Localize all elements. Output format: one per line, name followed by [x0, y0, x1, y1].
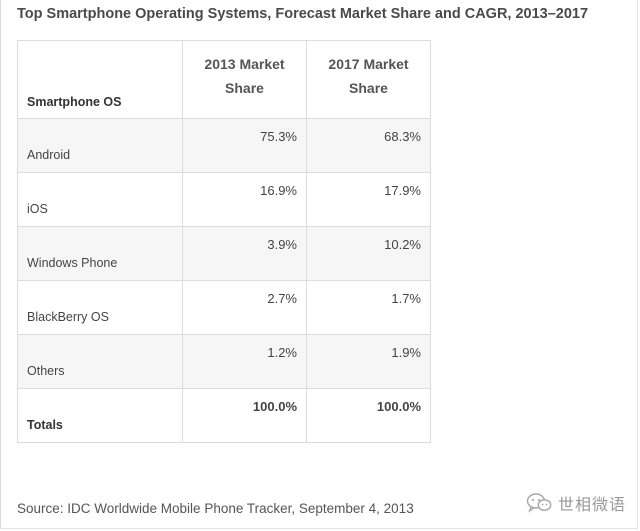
totals-row: Totals 100.0% 100.0% — [17, 388, 431, 443]
share-2017-cell: 10.2% — [306, 226, 431, 281]
share-2017-cell: 17.9% — [306, 172, 431, 227]
share-2013-cell: 2.7% — [182, 280, 307, 335]
column-header-2017: 2017 Market Share — [306, 40, 431, 119]
os-name-cell: Windows Phone — [17, 226, 183, 281]
share-2013-cell: 1.2% — [182, 334, 307, 389]
column-header-2013: 2013 Market Share — [182, 40, 307, 119]
table-header-row: Smartphone OS 2013 Market Share 2017 Mar… — [17, 40, 431, 119]
table-row: Others 1.2% 1.9% — [17, 334, 431, 389]
share-2017-cell: 68.3% — [306, 118, 431, 173]
watermark-text: 世相微语 — [558, 495, 627, 514]
column-header-os: Smartphone OS — [17, 40, 183, 119]
page-title: Top Smartphone Operating Systems, Foreca… — [17, 6, 589, 22]
table-row: Windows Phone 3.9% 10.2% — [17, 226, 431, 281]
table-row: BlackBerry OS 2.7% 1.7% — [17, 280, 431, 335]
share-2017-cell: 1.9% — [306, 334, 431, 389]
share-2013-cell: 3.9% — [182, 226, 307, 281]
os-name-cell: Others — [17, 334, 183, 389]
share-2013-cell: 75.3% — [182, 118, 307, 173]
watermark: 世相微语 — [526, 491, 626, 515]
os-name-cell: BlackBerry OS — [17, 280, 183, 335]
wechat-icon — [526, 492, 552, 514]
totals-2017-cell: 100.0% — [306, 388, 431, 443]
table-row: Android 75.3% 68.3% — [17, 118, 431, 173]
table-row: iOS 16.9% 17.9% — [17, 172, 431, 227]
market-share-table: Smartphone OS 2013 Market Share 2017 Mar… — [17, 40, 431, 443]
os-name-cell: iOS — [17, 172, 183, 227]
source-note: Source: IDC Worldwide Mobile Phone Track… — [17, 501, 414, 516]
share-2013-cell: 16.9% — [182, 172, 307, 227]
share-2017-cell: 1.7% — [306, 280, 431, 335]
totals-label: Totals — [17, 388, 183, 443]
totals-2013-cell: 100.0% — [182, 388, 307, 443]
os-name-cell: Android — [17, 118, 183, 173]
